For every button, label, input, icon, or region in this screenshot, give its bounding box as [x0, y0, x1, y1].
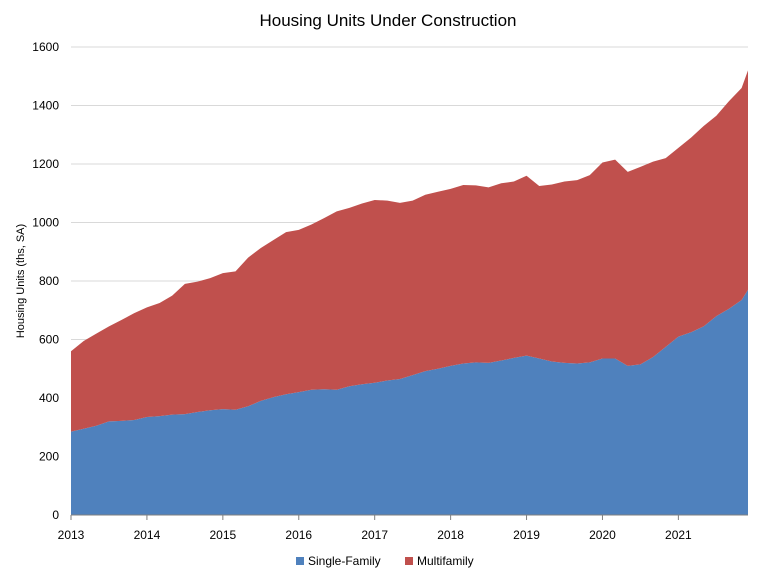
- legend: Single-Family Multifamily: [296, 554, 474, 568]
- legend-label-multifamily: Multifamily: [417, 554, 474, 568]
- y-tick-label: 800: [39, 274, 59, 288]
- x-tick-label: 2019: [513, 528, 540, 542]
- y-axis-label: Housing Units (ths, SA): [15, 224, 27, 338]
- y-tick-label: 200: [39, 450, 59, 464]
- y-tick-label: 1600: [32, 40, 59, 54]
- x-tick-label: 2020: [589, 528, 616, 542]
- x-tick-label: 2017: [361, 528, 388, 542]
- x-tick-label: 2016: [285, 528, 312, 542]
- y-tick-label: 1400: [32, 99, 59, 113]
- y-tick-label: 1000: [32, 216, 59, 230]
- plot-area: [71, 70, 748, 515]
- multifamily-area: [71, 70, 748, 432]
- chart-title: Housing Units Under Construction: [259, 11, 516, 30]
- x-tick-label: 2013: [58, 528, 85, 542]
- legend-swatch-multifamily: [405, 557, 413, 565]
- y-tick-label: 1200: [32, 157, 59, 171]
- legend-label-single-family: Single-Family: [308, 554, 381, 568]
- x-tick-label: 2014: [134, 528, 161, 542]
- y-axis-ticks: 0 200 400 600 800 1000 1200 1400 1600: [32, 40, 59, 522]
- y-tick-label: 600: [39, 333, 59, 347]
- single-family-area: [71, 289, 748, 515]
- x-tick-label: 2015: [209, 528, 236, 542]
- legend-swatch-single-family: [296, 557, 304, 565]
- y-tick-label: 0: [52, 508, 59, 522]
- y-tick-label: 400: [39, 391, 59, 405]
- x-tick-label: 2021: [665, 528, 692, 542]
- x-tick-label: 2018: [437, 528, 464, 542]
- x-axis-ticks: 2013 2014 2015 2016 2017 2018 2019 2020 2021: [58, 515, 692, 542]
